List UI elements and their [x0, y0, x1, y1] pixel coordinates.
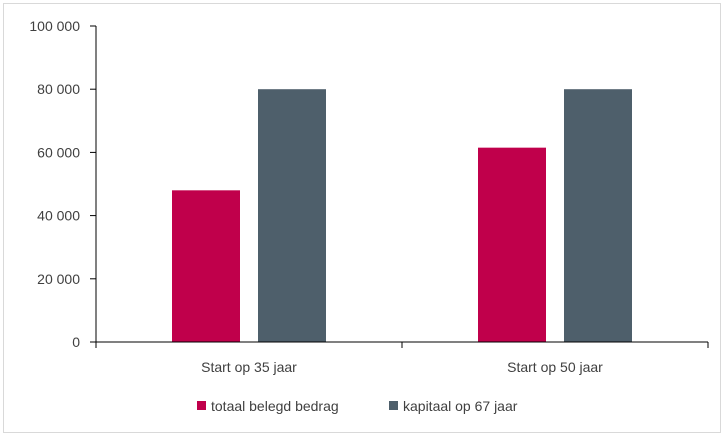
y-tick-label: 40 000: [37, 208, 80, 224]
bar-totaal-belegd-bedrag-1: [478, 147, 546, 342]
legend: totaal belegd bedrag kapitaal op 67 jaar: [197, 398, 518, 414]
legend-label: totaal belegd bedrag: [211, 398, 339, 414]
bars: [172, 89, 632, 342]
y-tick-label: 0: [72, 334, 80, 350]
legend-swatch: [389, 401, 398, 410]
y-tick-label: 60 000: [37, 144, 80, 160]
x-tick-label: Start op 50 jaar: [507, 359, 603, 375]
legend-swatch: [197, 401, 206, 410]
y-axis-ticks: 0 20 000 40 000 60 000 80 000 100 000: [29, 18, 96, 350]
x-tick-label: Start op 35 jaar: [201, 359, 297, 375]
axes: [95, 26, 708, 343]
x-axis-labels: Start op 35 jaar Start op 50 jaar: [95, 342, 709, 375]
legend-label: kapitaal op 67 jaar: [403, 398, 518, 414]
y-tick-label: 100 000: [29, 18, 80, 34]
y-tick-label: 20 000: [37, 271, 80, 287]
y-tick-label: 80 000: [37, 81, 80, 97]
bar-kapitaal-op-67-jaar-0: [258, 89, 326, 342]
bar-kapitaal-op-67-jaar-1: [564, 89, 632, 342]
bar-totaal-belegd-bedrag-0: [172, 190, 240, 342]
